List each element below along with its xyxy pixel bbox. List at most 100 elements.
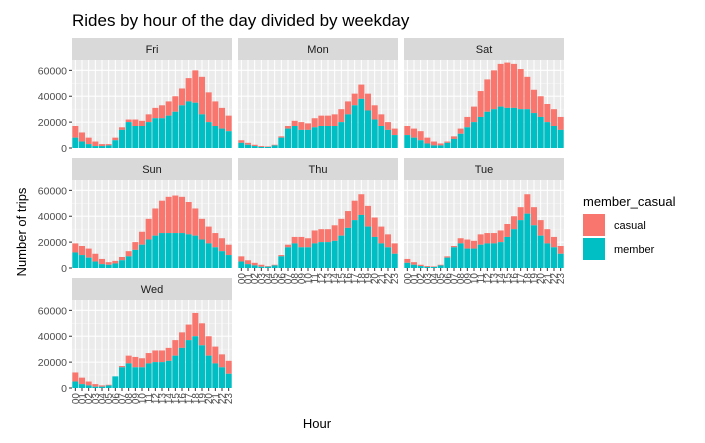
bar-casual-08: [457, 238, 464, 244]
bar-casual-16: [345, 211, 351, 228]
bar-member-04: [99, 264, 105, 268]
bar-member-05: [271, 265, 278, 268]
bar-casual-04: [431, 266, 437, 267]
bar-casual-13: [325, 229, 331, 243]
bar-casual-09: [464, 116, 471, 128]
y-tick-label: 20000: [38, 237, 67, 249]
bar-member-06: [112, 140, 119, 148]
bar-casual-12: [484, 233, 491, 244]
x-tick-label: 19: [530, 273, 541, 285]
x-tick-label: 20: [204, 393, 215, 405]
bar-casual-17: [185, 324, 192, 341]
bar-member-13: [159, 233, 165, 268]
bar-member-19: [531, 225, 537, 268]
bar-casual-17: [517, 69, 524, 110]
x-tick-label: 02: [84, 393, 95, 405]
bar-member-08: [125, 363, 132, 388]
bar-casual-08: [125, 355, 132, 364]
bar-casual-11: [311, 118, 318, 128]
bar-casual-14: [165, 196, 172, 234]
bar-casual-15: [338, 218, 345, 236]
x-tick-label: 11: [476, 273, 487, 284]
bar-member-17: [351, 105, 358, 148]
bar-casual-21: [212, 233, 219, 248]
bar-casual-16: [179, 88, 185, 106]
x-tick-label: 02: [250, 273, 261, 285]
bar-casual-11: [477, 91, 484, 117]
x-tick-label: 14: [164, 393, 175, 405]
bar-member-08: [457, 243, 464, 268]
bar-casual-09: [132, 119, 139, 126]
bar-member-14: [331, 240, 338, 268]
bar-casual-07: [451, 246, 457, 248]
y-tick-label: 60000: [38, 305, 67, 317]
bar-member-00: [72, 252, 79, 268]
bar-casual-20: [205, 336, 212, 356]
x-tick-label: 12: [317, 273, 328, 285]
bar-member-08: [457, 133, 464, 148]
bar-member-13: [325, 126, 331, 148]
facet-mon: Mon: [238, 38, 398, 149]
bar-member-08: [125, 122, 132, 148]
bar-member-16: [345, 227, 351, 268]
bar-casual-06: [444, 256, 451, 258]
bar-casual-23: [391, 243, 398, 254]
bar-member-10: [139, 244, 145, 268]
bar-casual-11: [477, 234, 484, 245]
bar-member-05: [105, 145, 112, 148]
x-tick-label: 19: [364, 273, 375, 285]
bar-member-22: [385, 247, 391, 268]
bar-member-11: [477, 244, 484, 268]
bar-casual-13: [159, 105, 165, 119]
bar-member-00: [404, 262, 411, 268]
facet-strip: [72, 158, 232, 180]
bar-member-09: [464, 248, 471, 268]
bar-member-14: [165, 115, 172, 148]
y-tick-label: 20000: [38, 357, 67, 369]
legend-title: member_casual: [583, 194, 676, 209]
bar-member-04: [265, 146, 271, 148]
bar-member-17: [185, 340, 192, 388]
bar-casual-12: [152, 208, 159, 236]
bar-member-18: [358, 214, 365, 268]
bar-member-21: [544, 122, 551, 148]
bar-member-22: [551, 126, 557, 148]
bar-member-11: [311, 127, 318, 148]
bar-member-17: [185, 101, 192, 148]
y-tick-label: 0: [61, 263, 67, 275]
bar-member-21: [378, 243, 385, 268]
bar-casual-09: [298, 122, 305, 130]
bar-member-02: [85, 385, 92, 388]
bar-member-16: [511, 107, 517, 148]
bar-member-17: [517, 220, 524, 268]
bar-casual-14: [165, 347, 172, 361]
y-tick-label: 60000: [38, 185, 67, 197]
bar-casual-00: [404, 126, 411, 136]
bar-casual-09: [132, 242, 139, 250]
bar-casual-15: [172, 340, 179, 356]
panel-background: [72, 60, 232, 148]
facet-strip-label: Sun: [142, 164, 162, 176]
facet-strip-label: Thu: [309, 164, 328, 176]
x-tick-label: 03: [423, 273, 434, 285]
bar-member-20: [371, 119, 378, 148]
x-axis-ticks: 0001020304050607080910111213141516171819…: [71, 268, 567, 404]
bar-casual-09: [464, 239, 471, 249]
bar-member-13: [159, 118, 165, 148]
facet-strip: [238, 158, 398, 180]
bar-casual-21: [544, 229, 551, 244]
panel-background: [238, 60, 398, 148]
bar-member-12: [152, 235, 159, 268]
facet-strip-label: Sat: [476, 44, 493, 56]
bar-member-10: [305, 129, 311, 148]
bar-casual-23: [557, 246, 564, 254]
bar-member-07: [285, 128, 291, 148]
bar-member-09: [298, 247, 305, 268]
bar-casual-09: [132, 356, 139, 368]
bar-member-00: [72, 381, 79, 388]
bar-member-03: [424, 143, 431, 148]
bar-member-17: [185, 234, 192, 268]
bar-casual-16: [345, 101, 351, 115]
x-tick-label: 13: [324, 273, 335, 285]
bar-member-23: [391, 135, 398, 148]
